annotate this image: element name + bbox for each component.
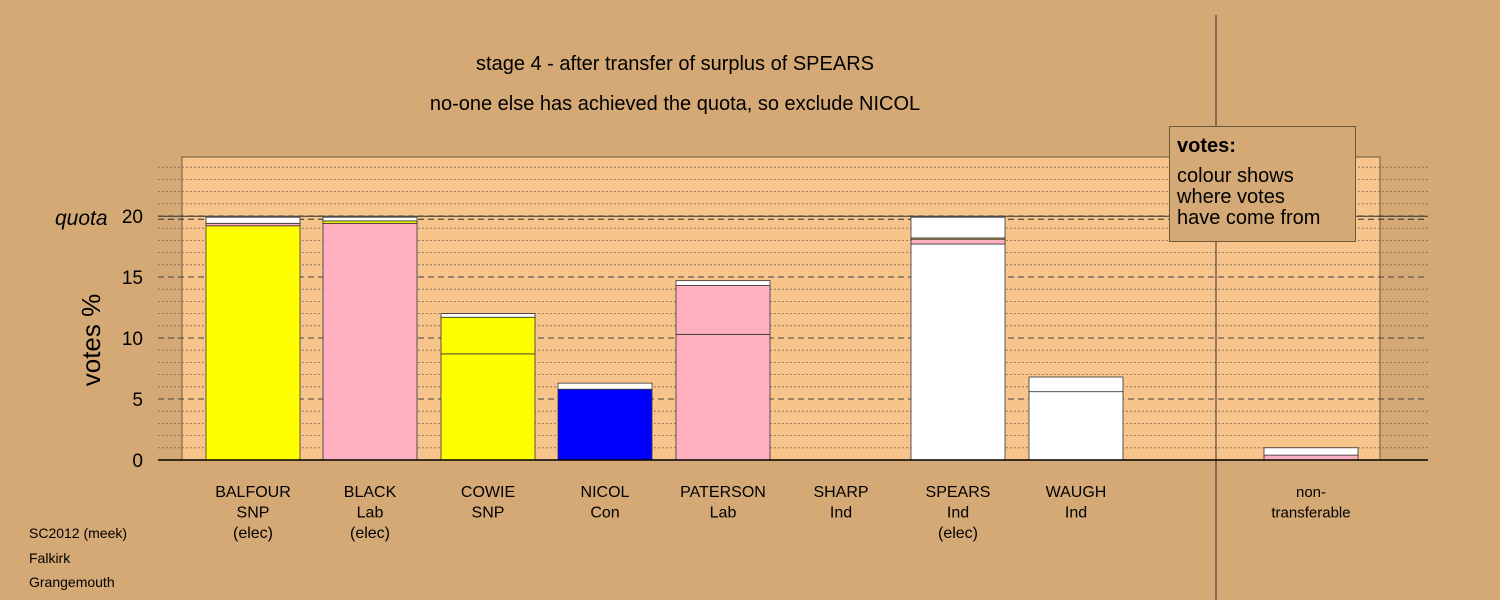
bar-segment-balfour bbox=[205, 225, 301, 461]
x-tick-label: transferable bbox=[1271, 505, 1350, 522]
x-tick-label: (elec) bbox=[233, 525, 273, 542]
x-tick-label: NICOL bbox=[581, 484, 630, 501]
y-tick-label: 10 bbox=[122, 329, 143, 350]
legend-line: where votes bbox=[1177, 186, 1285, 208]
x-tick-label: SNP bbox=[237, 505, 270, 522]
footer-ward: Grangemouth bbox=[29, 574, 115, 590]
x-tick-label: BALFOUR bbox=[215, 484, 291, 501]
bar-segment-balfour bbox=[205, 216, 301, 224]
x-tick-label: SPEARS bbox=[926, 484, 991, 501]
footer-council: Falkirk bbox=[29, 550, 71, 566]
x-tick-label: Con bbox=[590, 505, 619, 522]
x-tick-label: SNP bbox=[472, 505, 505, 522]
legend-line: have come from bbox=[1177, 207, 1321, 229]
x-tick-label: Ind bbox=[830, 505, 852, 522]
x-tick-label: PATERSON bbox=[680, 484, 766, 501]
quota-label: quota bbox=[55, 207, 108, 230]
y-tick-label: 15 bbox=[122, 268, 143, 289]
bar-segment-cowie bbox=[440, 353, 536, 461]
footer-method: SC2012 (meek) bbox=[29, 525, 128, 541]
legend-box: votes: colour shows where votes have com… bbox=[1169, 126, 1356, 242]
x-tick-label: (elec) bbox=[350, 525, 390, 542]
x-tick-label: SHARP bbox=[813, 484, 868, 501]
y-axis-label: votes % bbox=[76, 294, 106, 387]
y-tick-label: 5 bbox=[132, 390, 143, 411]
y-tick-label: 0 bbox=[132, 451, 143, 472]
x-tick-label: (elec) bbox=[938, 525, 978, 542]
x-tick-label: Ind bbox=[947, 505, 969, 522]
bar-segment-spears bbox=[910, 243, 1006, 461]
bar-segment-nicol bbox=[557, 382, 653, 390]
legend-line: colour shows bbox=[1177, 165, 1294, 187]
chart-caption-stage: stage 4 - after transfer of surplus of S… bbox=[476, 53, 874, 75]
x-tick-label: COWIE bbox=[461, 484, 515, 501]
bar-segment-paterson bbox=[675, 333, 771, 461]
bar-segment-paterson bbox=[675, 285, 771, 335]
x-tick-label: non- bbox=[1296, 484, 1326, 501]
bar-segment-waugh bbox=[1028, 391, 1124, 461]
bar-segment-cowie bbox=[440, 316, 536, 355]
y-tick-label: 20 bbox=[122, 207, 143, 228]
bar-segment-non bbox=[1263, 447, 1359, 456]
bar-segment-cowie bbox=[440, 313, 536, 318]
bar-segment-black bbox=[322, 222, 418, 461]
chart-caption-exclusion: no-one else has achieved the quota, so e… bbox=[429, 93, 921, 115]
x-tick-label: WAUGH bbox=[1046, 484, 1107, 501]
bar-segment-nicol bbox=[557, 388, 653, 461]
bar-segment-black bbox=[322, 216, 418, 222]
x-tick-label: Lab bbox=[357, 505, 384, 522]
bar-segment-waugh bbox=[1028, 376, 1124, 393]
bar-segment-spears bbox=[910, 216, 1006, 239]
legend-title: votes: bbox=[1177, 135, 1236, 157]
bar-segment-paterson bbox=[675, 280, 771, 286]
x-tick-label: Lab bbox=[710, 505, 737, 522]
x-tick-label: Ind bbox=[1065, 505, 1087, 522]
bar-segment-spears bbox=[910, 238, 1006, 245]
x-tick-label: BLACK bbox=[344, 484, 397, 501]
